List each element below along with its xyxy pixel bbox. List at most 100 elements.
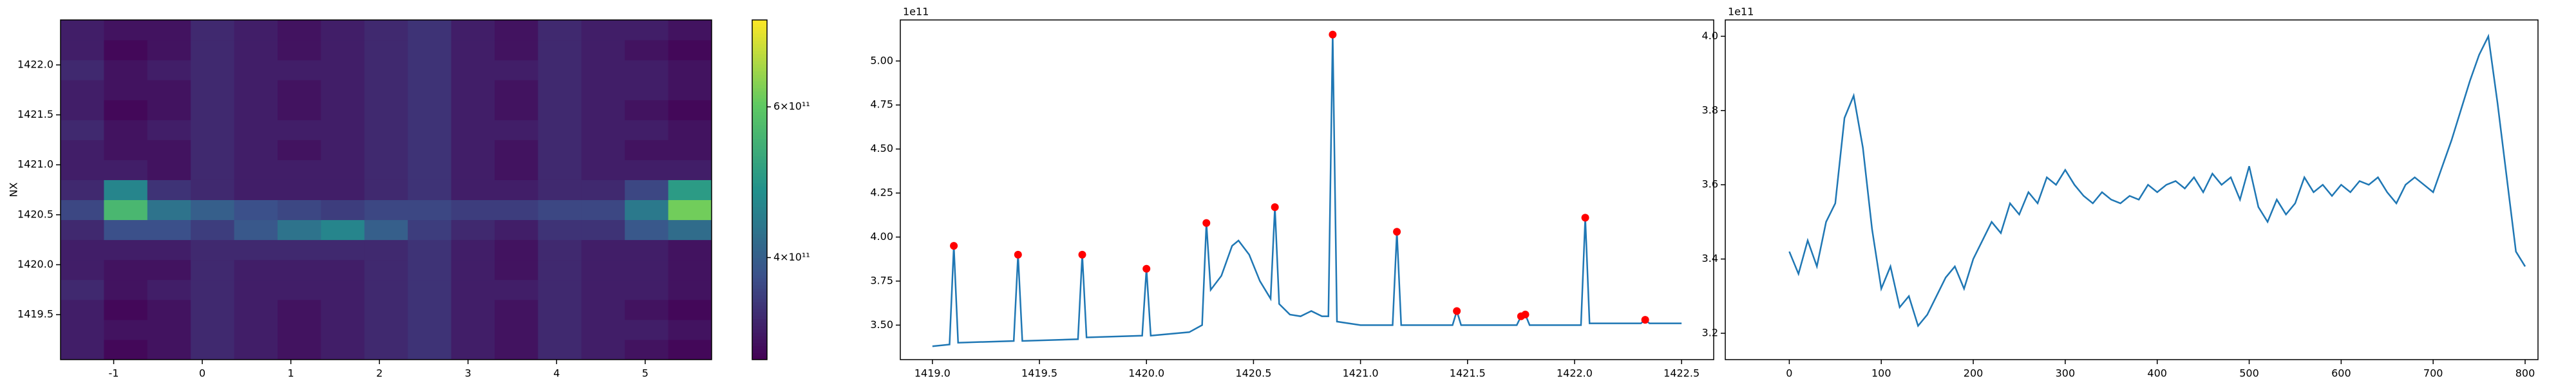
heatmap-cell [147,40,191,60]
heatmap-cell [581,199,625,221]
heatmap-cell [278,179,321,201]
heatmap-cell [451,319,495,340]
heatmap-cell [625,20,669,41]
heatmap-cell [147,219,191,241]
heatmap-cell [321,140,365,160]
heatmap-cell [538,279,582,300]
colorbar-segment [752,332,767,336]
colorbar-segment [752,275,767,279]
heatmap-cell [495,160,538,180]
heatmap-cell [278,239,321,261]
colorbar-segment [752,305,767,309]
heatmap-cell [321,259,365,280]
heatmap-cell [191,259,235,280]
colorbar-segment [752,108,767,113]
heatmap-cell [668,199,712,221]
heatmap-cell [451,140,495,160]
x-tick-label: 200 [1964,367,1984,380]
colorbar-segment [752,295,767,299]
heatmap-cell [625,259,669,280]
x-tick-label: 700 [2423,367,2443,380]
colorbar-segment [752,247,767,252]
colorbar-segment [752,227,767,231]
heatmap-cell [408,259,452,280]
heatmap-cell [147,140,191,160]
colorbar-tick-label: 4×10¹¹ [773,251,810,263]
heatmap-cell [538,259,582,280]
heatmap-cell [191,160,235,180]
colorbar-segment [752,183,767,187]
heatmap-cell [408,100,452,120]
colorbar-segment [752,145,767,150]
x-tick-label: 1421.5 [1450,367,1486,380]
colorbar-frame [752,19,768,360]
heatmap-cell [581,179,625,201]
colorbar-segment [752,43,767,48]
heatmap-cell [668,60,712,80]
heatmap-cell [234,20,278,41]
heatmap-cell [191,339,235,360]
heatmap-cell [495,279,538,300]
colorbar-segment [752,223,767,228]
heatmap-cell [321,199,365,221]
heatmap-cell [625,160,669,180]
heatmap-cell [104,179,148,201]
heatmap-cell [625,279,669,300]
colorbar-segment [752,291,767,296]
colorbar-segment [752,302,767,306]
heatmap-cell [61,140,104,160]
colorbar-segment [752,230,767,235]
heatmap-cell [625,80,669,100]
colorbar-segment [752,67,767,71]
colorbar-segment [752,329,767,333]
heatmap-cell [668,239,712,261]
colorbar-segment [752,210,767,214]
heatmap-cell [668,40,712,60]
x-tick-label: 1419.5 [1021,367,1057,380]
heatmap-cell [147,100,191,120]
heatmap-cell [625,239,669,261]
heatmap-cell [408,239,452,261]
colorbar-segment [752,345,767,350]
heatmap-cell [191,299,235,320]
colorbar-segment [752,179,767,183]
heatmap-cell [625,299,669,320]
heatmap-cell [625,60,669,80]
heatmap-cell [495,199,538,221]
x-tick-label: 1422.5 [1663,367,1700,380]
heatmap-cell [191,319,235,340]
x-tick-label: 0 [199,367,205,380]
heatmap-cell [147,160,191,180]
heatmap-cell [278,20,321,41]
heatmap-cell [278,299,321,320]
heatmap-cell [104,60,148,80]
colorbar-segment [752,244,767,248]
peak-marker [1271,203,1279,211]
heatmap-cell [581,339,625,360]
heatmap-cell [104,199,148,221]
y-tick-label: 3.2 [1702,327,1718,339]
heatmap-cell [408,40,452,60]
heatmap-cell [191,20,235,41]
heatmap-cell [364,219,408,241]
colorbar-segment [752,284,767,289]
y-tick-label: 3.75 [870,274,893,286]
y-tick-label: 1419.5 [17,308,53,320]
heatmap-cell [104,100,148,120]
y-tick-label: 4.00 [870,230,893,243]
heatmap-cell [61,160,104,180]
x-tick-label: 400 [2147,367,2167,380]
heatmap-cell [191,140,235,160]
heatmap-cell [234,199,278,221]
colorbar-segment [752,257,767,262]
heatmap-cell [495,319,538,340]
x-tick-label: 600 [2331,367,2351,380]
colorbar-segment [752,118,767,122]
heatmap-cell [61,239,104,261]
heatmap-cell [104,259,148,280]
x-tick-label: 300 [2056,367,2076,380]
x-tick-label: 1420.0 [1128,367,1164,380]
colorbar-segment [752,50,767,55]
colorbar-segment [752,135,767,140]
